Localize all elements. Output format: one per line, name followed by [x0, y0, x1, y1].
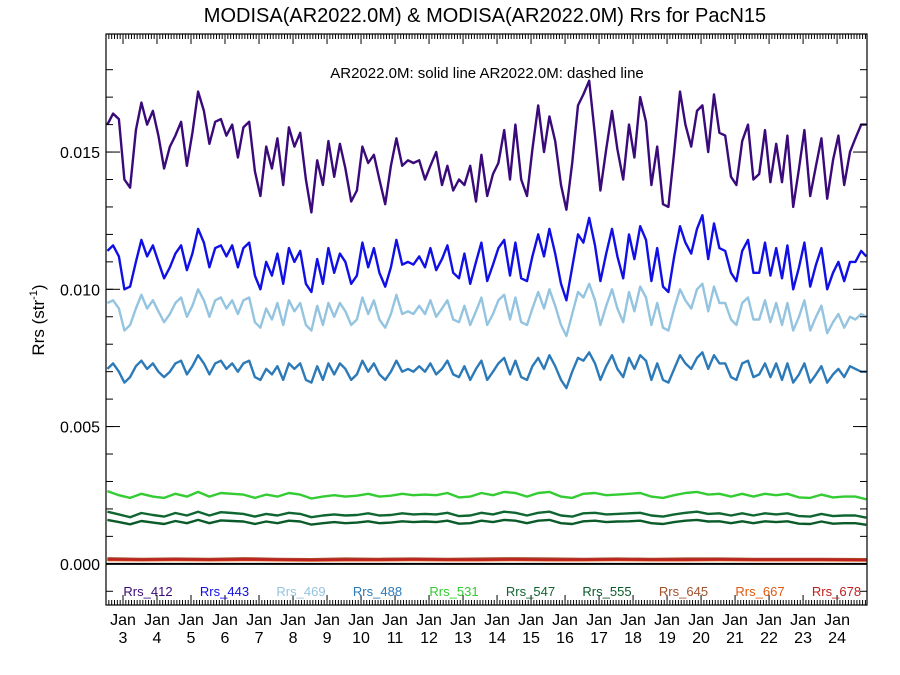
- x-tick-label-year: 9: [323, 630, 332, 647]
- legend-entry-rrs-555: Rrs_555: [582, 584, 631, 599]
- legend-entry-rrs-531: Rrs_531: [429, 584, 478, 599]
- x-tick-label-year: 5: [187, 630, 196, 647]
- x-tick-label-year: 20: [692, 630, 710, 647]
- x-tick-label-year: 8: [289, 630, 298, 647]
- y-tick-label: 0.015: [60, 145, 100, 162]
- series-line-rrs-412: [106, 79, 867, 214]
- y-axis-label: Rrs (str-1): [28, 284, 48, 355]
- series-line-rrs-547: [107, 510, 867, 519]
- x-tick-label-month: Jan: [518, 612, 544, 629]
- x-tick-label-year: 16: [556, 630, 574, 647]
- legend-entry-rrs-547: Rrs_547: [506, 584, 555, 599]
- x-tick-label-year: 14: [488, 630, 506, 647]
- plot-frame: [105, 33, 868, 606]
- x-tick-label-year: 17: [590, 630, 608, 647]
- legend-entry-rrs-645: Rrs_645: [659, 584, 708, 599]
- legend-entry-rrs-678: Rrs_678: [812, 584, 861, 599]
- x-tick-label-year: 3: [119, 630, 128, 647]
- x-tick-label-year: 19: [658, 630, 676, 647]
- x-tick-label-year: 18: [624, 630, 642, 647]
- x-tick-label-month: Jan: [654, 612, 680, 629]
- x-tick-label-month: Jan: [280, 612, 306, 629]
- x-tick-label-month: Jan: [790, 612, 816, 629]
- x-tick-label-month: Jan: [314, 612, 340, 629]
- x-tick-label-month: Jan: [552, 612, 578, 629]
- x-tick-label-year: 6: [221, 630, 230, 647]
- x-tick-label-month: Jan: [246, 612, 272, 629]
- x-tick-label-year: 21: [726, 630, 744, 647]
- series-line-rrs-678: [107, 558, 867, 562]
- y-tick-label: 0.010: [60, 282, 100, 299]
- x-tick-label-year: 23: [794, 630, 812, 647]
- y-axis-label-main: Rrs (str: [29, 300, 48, 356]
- legend-entry-rrs-443: Rrs_443: [200, 584, 249, 599]
- x-tick-label-year: 15: [522, 630, 540, 647]
- x-tick-label-month: Jan: [212, 612, 238, 629]
- chart-subtitle: AR2022.0M: solid line AR2022.0M: dashed …: [330, 65, 644, 82]
- x-tick-label-month: Jan: [620, 612, 646, 629]
- series-line-rrs-469: [106, 282, 867, 338]
- x-tick-label-month: Jan: [416, 612, 442, 629]
- x-tick-label-month: Jan: [688, 612, 714, 629]
- legend-entry-rrs-667: Rrs_667: [735, 584, 784, 599]
- x-tick-label-month: Jan: [722, 612, 748, 629]
- x-tick-label-month: Jan: [484, 612, 510, 629]
- y-axis-label-superscript: -1: [28, 290, 40, 300]
- x-tick-label-year: 13: [454, 630, 472, 647]
- chart-title: MODISA(AR2022.0M) & MODISA(AR2022.0M) Rr…: [204, 5, 766, 27]
- legend-entry-rrs-412: Rrs_412: [123, 584, 172, 599]
- x-tick-label-month: Jan: [178, 612, 204, 629]
- x-tick-label-month: Jan: [586, 612, 612, 629]
- series-line-rrs-555: [107, 518, 867, 526]
- legend-entry-rrs-488: Rrs_488: [353, 584, 402, 599]
- x-tick-label-year: 24: [828, 630, 846, 647]
- x-tick-label-month: Jan: [110, 612, 136, 629]
- x-tick-label-year: 22: [760, 630, 778, 647]
- y-tick-label: 0.005: [60, 420, 100, 437]
- x-tick-label-month: Jan: [824, 612, 850, 629]
- x-tick-label-year: 4: [153, 630, 162, 647]
- y-tick-label: 0.000: [60, 557, 100, 574]
- x-tick-label-month: Jan: [382, 612, 408, 629]
- x-tick-label-month: Jan: [450, 612, 476, 629]
- x-tick-label-year: 12: [420, 630, 438, 647]
- x-tick-label-month: Jan: [756, 612, 782, 629]
- series-line-rrs-531: [106, 489, 867, 501]
- legend-entry-rrs-469: Rrs_469: [276, 584, 325, 599]
- x-tick-label-year: 10: [352, 630, 370, 647]
- series-line-rrs-488: [106, 351, 867, 390]
- y-axis-label-close: ): [29, 284, 48, 290]
- x-tick-label-month: Jan: [348, 612, 374, 629]
- x-tick-label-year: 11: [387, 630, 404, 647]
- x-tick-label-month: Jan: [144, 612, 170, 629]
- series-line-rrs-443: [106, 214, 868, 302]
- x-tick-label-year: 7: [255, 630, 264, 647]
